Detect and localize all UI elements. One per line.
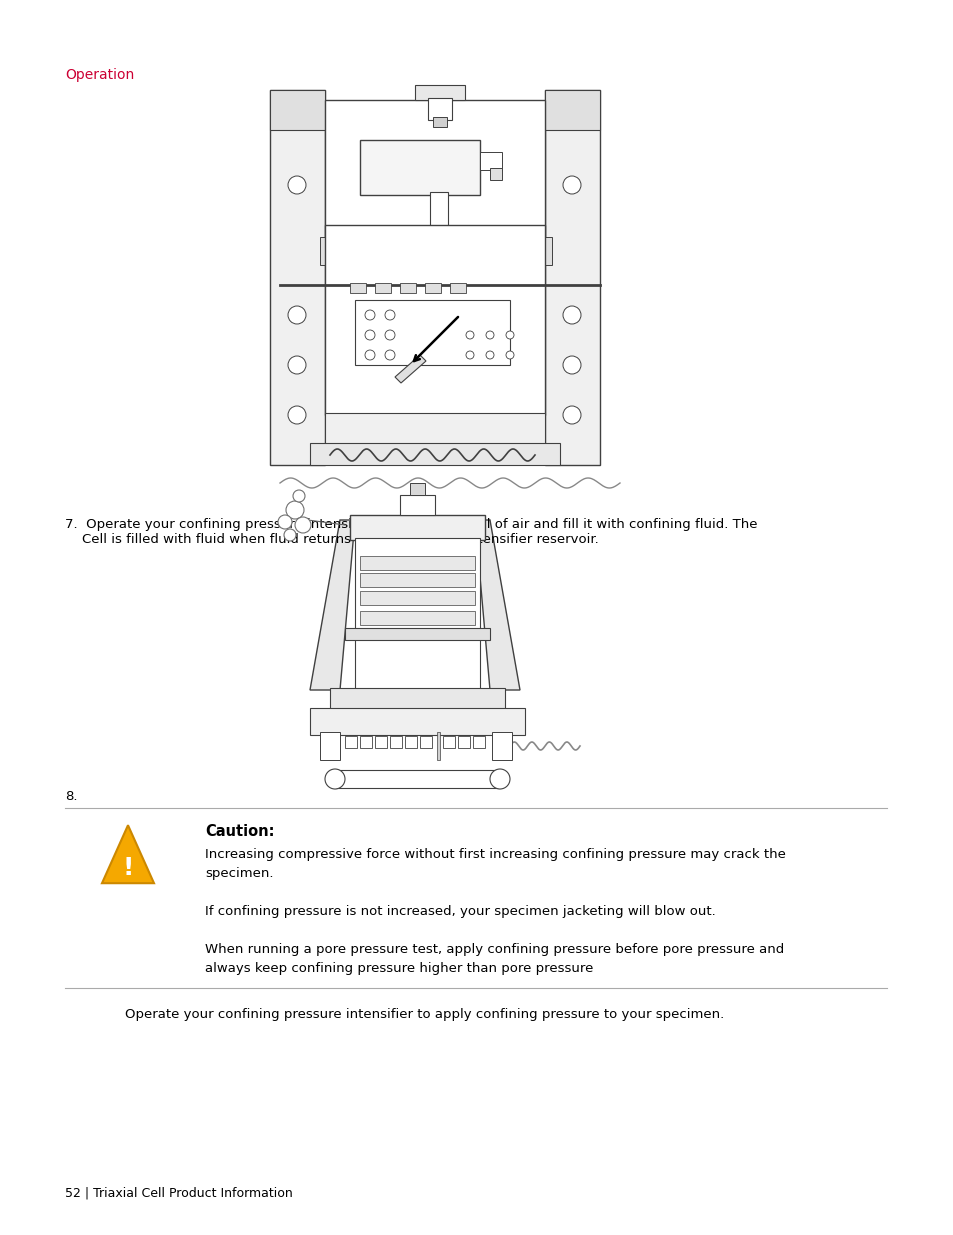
Polygon shape: [475, 520, 519, 690]
Bar: [345, 736, 356, 748]
Bar: [399, 495, 435, 515]
Circle shape: [365, 350, 375, 359]
Circle shape: [562, 177, 580, 194]
Bar: [428, 98, 452, 120]
Polygon shape: [395, 354, 426, 383]
Circle shape: [365, 310, 375, 320]
Text: Operate your confining pressure intensifier to apply confining pressure to your : Operate your confining pressure intensif…: [125, 1008, 723, 1021]
Polygon shape: [310, 520, 355, 690]
Bar: [399, 283, 416, 293]
Bar: [330, 242, 539, 261]
Circle shape: [485, 351, 494, 359]
Bar: [270, 90, 325, 130]
Text: !: !: [122, 856, 133, 881]
Bar: [544, 90, 599, 130]
Bar: [479, 152, 501, 170]
Bar: [359, 736, 372, 748]
Circle shape: [325, 769, 345, 789]
Text: Caution:: Caution:: [205, 824, 274, 839]
Bar: [390, 736, 401, 748]
Text: Operation: Operation: [65, 68, 134, 82]
Bar: [335, 769, 499, 788]
Circle shape: [490, 769, 510, 789]
Bar: [359, 556, 475, 571]
Circle shape: [286, 501, 304, 519]
Bar: [310, 708, 524, 735]
Bar: [319, 732, 339, 760]
Circle shape: [293, 490, 305, 501]
Circle shape: [365, 330, 375, 340]
Bar: [350, 283, 366, 293]
Bar: [350, 515, 484, 540]
Bar: [424, 283, 440, 293]
Bar: [434, 247, 443, 267]
Circle shape: [485, 331, 494, 338]
Bar: [530, 237, 552, 266]
Bar: [375, 736, 387, 748]
Bar: [319, 237, 341, 266]
Circle shape: [562, 406, 580, 424]
Bar: [430, 191, 448, 249]
Bar: [415, 85, 464, 100]
Circle shape: [562, 356, 580, 374]
Bar: [457, 736, 470, 748]
Bar: [325, 225, 544, 415]
Circle shape: [505, 331, 514, 338]
Circle shape: [288, 177, 306, 194]
Bar: [419, 736, 432, 748]
Bar: [355, 300, 510, 366]
Bar: [405, 736, 416, 748]
Bar: [325, 100, 544, 245]
Bar: [436, 732, 439, 760]
Text: 52 | Triaxial Cell Product Information: 52 | Triaxial Cell Product Information: [65, 1187, 293, 1200]
Circle shape: [385, 330, 395, 340]
Circle shape: [385, 350, 395, 359]
Text: Increasing compressive force without first increasing confining pressure may cra: Increasing compressive force without fir…: [205, 848, 785, 974]
Circle shape: [505, 351, 514, 359]
Circle shape: [288, 406, 306, 424]
Bar: [433, 117, 447, 127]
Circle shape: [465, 351, 474, 359]
Bar: [359, 140, 479, 195]
Bar: [359, 611, 475, 625]
Bar: [490, 168, 501, 180]
Bar: [375, 283, 391, 293]
Text: 8.: 8.: [65, 790, 77, 803]
Circle shape: [294, 517, 311, 534]
Circle shape: [288, 356, 306, 374]
Circle shape: [385, 310, 395, 320]
Bar: [345, 629, 490, 640]
Text: 7.  Operate your confining pressure intensifier to purge the Cell of air and fil: 7. Operate your confining pressure inten…: [65, 517, 757, 546]
Bar: [270, 90, 325, 466]
Bar: [473, 736, 484, 748]
Circle shape: [465, 331, 474, 338]
Polygon shape: [102, 825, 153, 883]
Bar: [359, 592, 475, 605]
Bar: [442, 736, 455, 748]
Circle shape: [284, 529, 295, 541]
Bar: [325, 412, 544, 445]
Bar: [450, 283, 465, 293]
Bar: [355, 538, 479, 690]
Bar: [330, 688, 504, 710]
Bar: [410, 483, 424, 495]
Circle shape: [277, 515, 292, 529]
Bar: [544, 90, 599, 466]
Circle shape: [562, 306, 580, 324]
Circle shape: [288, 306, 306, 324]
Bar: [359, 573, 475, 587]
Bar: [492, 732, 512, 760]
Bar: [310, 443, 559, 466]
